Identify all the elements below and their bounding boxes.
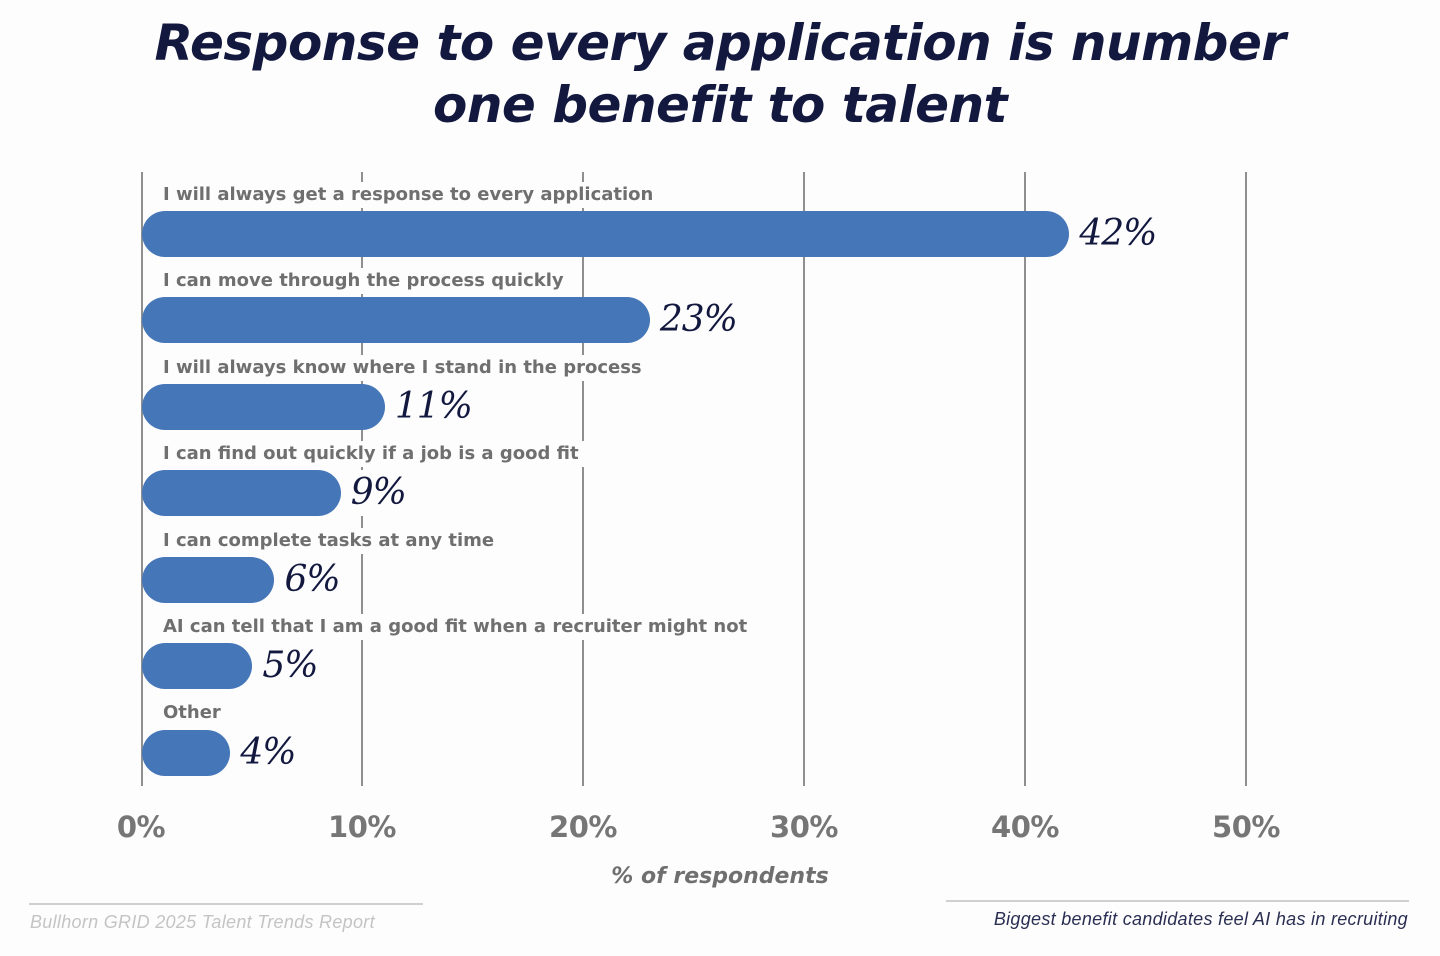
x-tick-label: 40% [991,810,1059,844]
bar-value-label: 4% [230,730,296,776]
bar [142,384,385,430]
source-note: Bullhorn GRID 2025 Talent Trends Report [30,912,375,932]
bar-value-label: 5% [252,643,319,689]
x-tick-label: 10% [328,810,396,844]
x-tick-label: 0% [116,810,166,844]
bar-value-label: 6% [274,557,341,603]
footer-divider-left [29,903,423,905]
x-tick-label: 50% [1212,810,1280,844]
bar [142,297,650,343]
row-label: Other [163,700,227,726]
chart-title-line-2: one benefit to talent [432,76,1008,134]
bar-value-label: 9% [340,470,407,516]
row-label: I can find out quickly if a job is a goo… [163,441,585,467]
gridline-40 [1024,172,1026,786]
x-tick-label: 20% [549,810,617,844]
chart-title: Response to every application is number … [0,12,1440,136]
chart-caption: Biggest benefit candidates feel AI has i… [993,909,1408,929]
row-label: I can complete tasks at any time [163,528,501,554]
bar-value-label: 11% [384,384,473,430]
bar [142,470,341,516]
x-tick-label: 30% [770,810,838,844]
gridline-50 [1245,172,1247,786]
bar-value-label: 23% [649,297,738,343]
row-label: I will always get a response to every ap… [163,182,660,208]
plot-area: I will always get a response to every ap… [141,172,1247,786]
row-label: I can move through the process quickly [163,268,570,294]
chart-title-line-1: Response to every application is number [154,14,1286,72]
footer-divider-right [946,900,1409,902]
bar [142,557,275,603]
gridline-20 [582,172,584,786]
row-label: I will always know where I stand in the … [163,355,648,381]
bar [142,211,1070,257]
x-axis-title: % of respondents [611,864,829,889]
gridline-30 [803,172,805,786]
gridline-0 [141,172,143,786]
bar [142,730,231,776]
bar-value-label: 42% [1069,211,1157,257]
row-label: AI can tell that I am a good fit when a … [163,614,754,640]
bar [142,643,253,689]
